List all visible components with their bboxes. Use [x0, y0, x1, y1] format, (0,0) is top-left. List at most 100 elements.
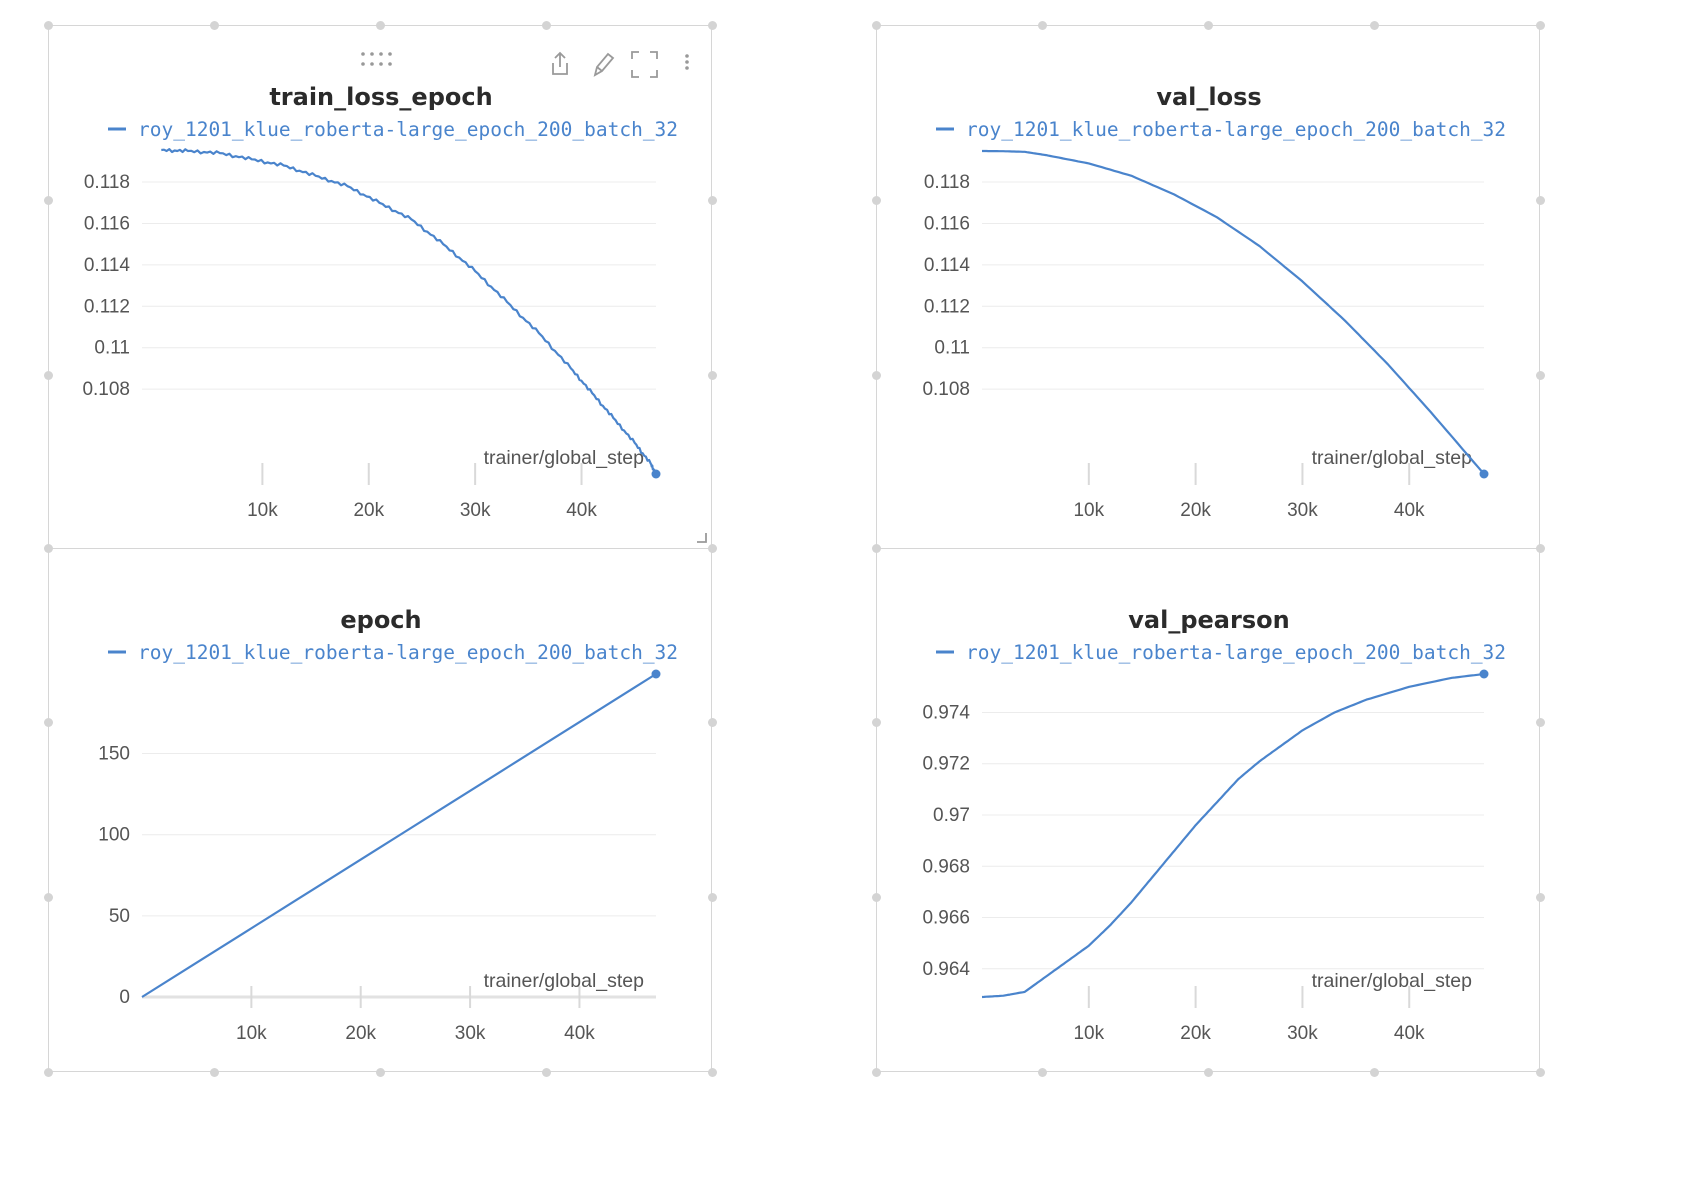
- share-icon[interactable]: [552, 51, 568, 75]
- resize-handle[interactable]: [708, 544, 717, 553]
- x-tick-label: 10k: [1073, 500, 1104, 521]
- resize-handle[interactable]: [1038, 21, 1047, 30]
- series-line[interactable]: [982, 149, 1485, 475]
- y-tick-label: 0.966: [922, 908, 970, 929]
- chart-svg: val_pearson roy_1201_klue_roberta-large_e…: [922, 606, 1506, 1044]
- chart-title: val_pearson: [1128, 606, 1289, 634]
- resize-handle[interactable]: [542, 1068, 551, 1077]
- resize-handle[interactable]: [44, 196, 53, 205]
- drag-grip-icon[interactable]: [361, 52, 392, 66]
- y-tick-label: 0.97: [933, 805, 970, 826]
- resize-handle[interactable]: [44, 1068, 53, 1077]
- legend-entry[interactable]: roy_1201_klue_roberta-large_epoch_200_ba…: [966, 118, 1506, 141]
- y-tick-label: 0.108: [82, 379, 130, 400]
- resize-handle[interactable]: [44, 21, 53, 30]
- y-tick-label: 0: [119, 987, 130, 1008]
- chart-panel-train_loss_epoch[interactable]: train_loss_epoch roy_1201_klue_roberta-la…: [48, 25, 712, 549]
- resize-handle[interactable]: [1536, 371, 1545, 380]
- x-tick-label: 30k: [1287, 500, 1318, 521]
- series-line[interactable]: [981, 672, 1485, 999]
- y-tick-label: 0.11: [94, 338, 130, 359]
- y-tick-label: 50: [109, 906, 130, 927]
- x-axis-label: trainer/global_step: [484, 447, 645, 469]
- series-line[interactable]: [141, 673, 657, 998]
- series-endpoint[interactable]: [1479, 669, 1489, 679]
- more-options-icon[interactable]: [685, 54, 689, 70]
- resize-handle[interactable]: [1370, 1068, 1379, 1077]
- x-tick-label: 30k: [455, 1023, 486, 1044]
- resize-handle[interactable]: [708, 1068, 717, 1077]
- y-tick-label: 100: [98, 825, 130, 846]
- x-tick-label: 40k: [564, 1023, 595, 1044]
- resize-handle[interactable]: [1536, 21, 1545, 30]
- y-tick-label: 0.108: [922, 379, 970, 400]
- chart-svg: val_loss roy_1201_klue_roberta-large_epoc…: [922, 83, 1506, 521]
- x-axis-label: trainer/global_step: [1312, 970, 1473, 992]
- resize-handle[interactable]: [1536, 718, 1545, 727]
- chart-svg: epoch roy_1201_klue_roberta-large_epoch_2…: [98, 606, 678, 1044]
- resize-handle[interactable]: [44, 544, 53, 553]
- x-tick-label: 30k: [1287, 1023, 1318, 1044]
- resize-handle[interactable]: [1536, 196, 1545, 205]
- chart-title: val_loss: [1156, 83, 1261, 111]
- resize-handle[interactable]: [708, 893, 717, 902]
- chart-title: train_loss_epoch: [269, 83, 492, 111]
- resize-handle[interactable]: [44, 893, 53, 902]
- chart-title: epoch: [340, 606, 421, 634]
- resize-handle[interactable]: [872, 371, 881, 380]
- resize-handle[interactable]: [376, 21, 385, 30]
- resize-handle[interactable]: [1536, 544, 1545, 553]
- resize-handle[interactable]: [708, 718, 717, 727]
- x-tick-label: 10k: [1073, 1023, 1104, 1044]
- y-tick-label: 0.116: [924, 213, 970, 234]
- series-endpoint[interactable]: [651, 469, 661, 479]
- resize-handle[interactable]: [872, 196, 881, 205]
- resize-handle[interactable]: [1536, 1068, 1545, 1077]
- series-endpoint[interactable]: [1479, 469, 1489, 479]
- y-tick-label: 0.112: [924, 296, 970, 317]
- resize-handle[interactable]: [708, 371, 717, 380]
- resize-handle[interactable]: [210, 1068, 219, 1077]
- resize-handle[interactable]: [872, 893, 881, 902]
- resize-handle[interactable]: [1370, 21, 1379, 30]
- resize-handle[interactable]: [44, 371, 53, 380]
- x-axis-label: trainer/global_step: [484, 970, 645, 992]
- y-tick-label: 0.118: [924, 172, 970, 193]
- resize-handle[interactable]: [872, 21, 881, 30]
- chart-panel-val_pearson[interactable]: val_pearson roy_1201_klue_roberta-large_e…: [876, 548, 1540, 1072]
- chart-panel-epoch[interactable]: epoch roy_1201_klue_roberta-large_epoch_2…: [48, 548, 712, 1072]
- fullscreen-icon[interactable]: [631, 51, 658, 78]
- x-axis-label: trainer/global_step: [1312, 447, 1473, 469]
- resize-handle[interactable]: [1038, 1068, 1047, 1077]
- y-tick-label: 0.11: [934, 338, 970, 359]
- y-tick-label: 0.112: [84, 296, 130, 317]
- x-tick-label: 10k: [236, 1023, 267, 1044]
- resize-handle[interactable]: [872, 718, 881, 727]
- resize-handle[interactable]: [1204, 1068, 1213, 1077]
- legend-entry[interactable]: roy_1201_klue_roberta-large_epoch_200_ba…: [966, 641, 1506, 664]
- resize-handle[interactable]: [708, 21, 717, 30]
- resize-handle[interactable]: [376, 1068, 385, 1077]
- y-tick-label: 0.114: [924, 255, 971, 276]
- y-tick-label: 0.968: [922, 856, 970, 877]
- resize-handle[interactable]: [1536, 893, 1545, 902]
- resize-corner-icon[interactable]: [697, 533, 707, 543]
- resize-handle[interactable]: [44, 718, 53, 727]
- series-endpoint[interactable]: [651, 669, 661, 679]
- resize-handle[interactable]: [542, 21, 551, 30]
- resize-handle[interactable]: [210, 21, 219, 30]
- resize-handle[interactable]: [872, 1068, 881, 1077]
- x-tick-label: 20k: [353, 500, 384, 521]
- legend-entry[interactable]: roy_1201_klue_roberta-large_epoch_200_ba…: [138, 641, 678, 664]
- resize-handle[interactable]: [1204, 21, 1213, 30]
- resize-handle[interactable]: [708, 196, 717, 205]
- legend-entry[interactable]: roy_1201_klue_roberta-large_epoch_200_ba…: [138, 118, 678, 141]
- x-tick-label: 40k: [1394, 500, 1425, 521]
- x-tick-label: 20k: [1180, 1023, 1211, 1044]
- y-tick-label: 0.972: [922, 754, 970, 775]
- resize-handle[interactable]: [872, 544, 881, 553]
- chart-panel-val_loss[interactable]: val_loss roy_1201_klue_roberta-large_epoc…: [876, 25, 1540, 549]
- x-tick-label: 20k: [1180, 500, 1211, 521]
- edit-pencil-icon[interactable]: [593, 52, 615, 77]
- series-line[interactable]: [161, 148, 658, 475]
